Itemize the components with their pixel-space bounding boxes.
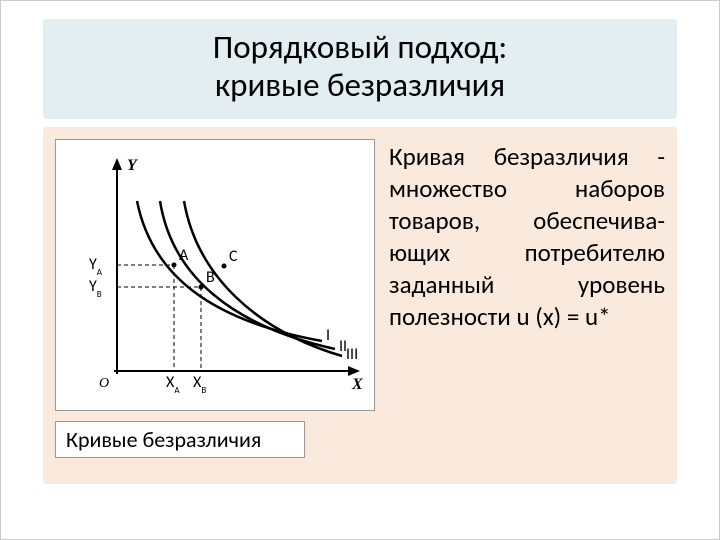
- title-banner: Порядковый подход: кривые безразличия: [43, 19, 677, 119]
- svg-text:YB: YB: [89, 277, 102, 300]
- indifference-curves-chart: YXOIIIIIIABCYAYBXAXB: [62, 146, 368, 404]
- title-line-1: Порядковый подход:: [63, 29, 657, 67]
- svg-text:A: A: [179, 246, 189, 265]
- chart-frame: YXOIIIIIIABCYAYBXAXB: [55, 139, 375, 411]
- description-text: Кривая безразличия - множество наборов т…: [389, 141, 665, 333]
- content-area: YXOIIIIIIABCYAYBXAXB Кривые безразличия …: [43, 127, 677, 484]
- svg-text:C: C: [229, 247, 238, 266]
- svg-text:B: B: [206, 268, 215, 287]
- svg-text:XA: XA: [166, 373, 180, 396]
- svg-text:YA: YA: [89, 255, 103, 278]
- text-column: Кривая безразличия - множество наборов т…: [389, 139, 665, 458]
- svg-text:I: I: [326, 326, 330, 345]
- svg-text:XB: XB: [193, 373, 206, 396]
- title-line-2: кривые безразличия: [63, 67, 657, 105]
- svg-text:III: III: [346, 345, 358, 364]
- figure-caption: Кривые безразличия: [55, 421, 305, 458]
- svg-text:Y: Y: [127, 157, 138, 174]
- figure-column: YXOIIIIIIABCYAYBXAXB Кривые безразличия: [55, 139, 375, 458]
- svg-text:O: O: [99, 376, 109, 391]
- svg-text:X: X: [351, 376, 363, 393]
